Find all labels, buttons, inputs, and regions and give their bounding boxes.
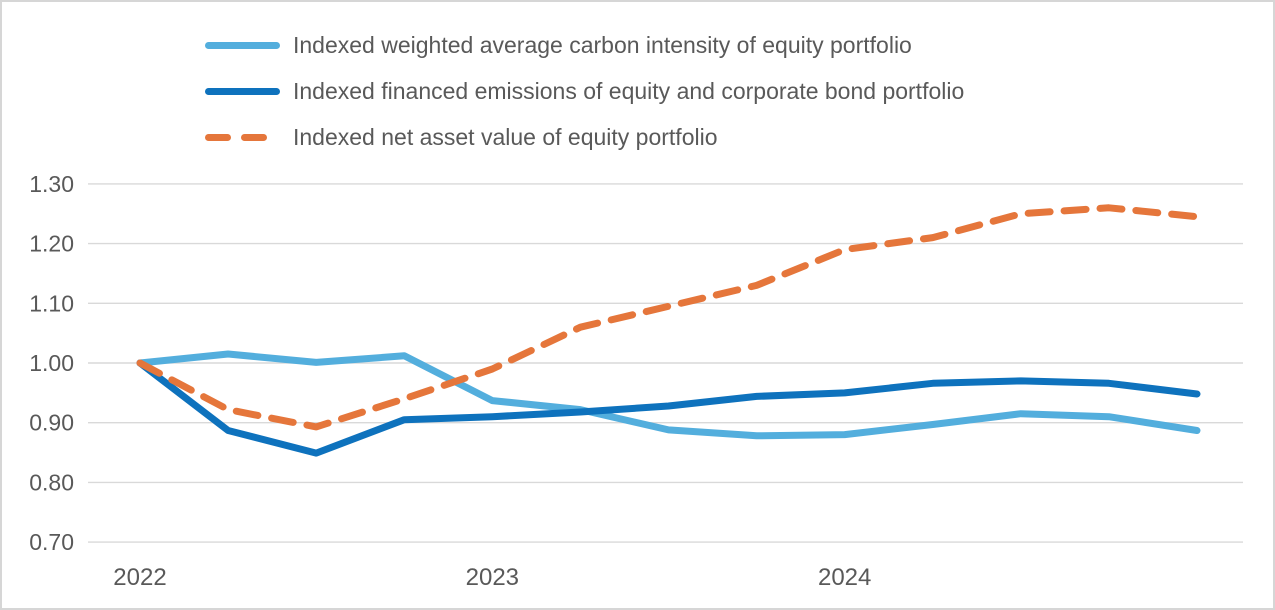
legend-swatch-solid-lightblue-icon bbox=[205, 41, 280, 49]
x-tick-label: 2022 bbox=[113, 564, 166, 591]
legend-label: Indexed net asset value of equity portfo… bbox=[293, 123, 718, 150]
series-line-1 bbox=[136, 359, 1201, 457]
y-tick-label: 1.10 bbox=[29, 290, 74, 316]
y-tick-label: 0.80 bbox=[29, 469, 74, 495]
x-tick-label: 2024 bbox=[818, 564, 871, 591]
legend-swatch-solid-darkblue-icon bbox=[205, 87, 280, 95]
y-tick-label: 0.70 bbox=[29, 529, 74, 555]
series-line-2 bbox=[136, 204, 1201, 431]
legend-swatch-dashed-orange-icon bbox=[205, 133, 280, 141]
legend-label: Indexed financed emissions of equity and… bbox=[293, 77, 965, 104]
legend-item-carbon-intensity: Indexed weighted average carbon intensit… bbox=[205, 22, 964, 68]
x-tick-label: 2023 bbox=[466, 564, 519, 591]
legend-label: Indexed weighted average carbon intensit… bbox=[293, 31, 912, 58]
series-line-0 bbox=[136, 350, 1201, 440]
legend-item-financed-emissions: Indexed financed emissions of equity and… bbox=[205, 68, 964, 114]
y-tick-label: 0.90 bbox=[29, 410, 74, 436]
y-tick-label: 1.20 bbox=[29, 231, 74, 257]
y-tick-label: 1.30 bbox=[29, 171, 74, 197]
chart-legend: Indexed weighted average carbon intensit… bbox=[205, 22, 964, 160]
y-tick-label: 1.00 bbox=[29, 350, 74, 376]
legend-item-net-asset-value: Indexed net asset value of equity portfo… bbox=[205, 114, 964, 160]
